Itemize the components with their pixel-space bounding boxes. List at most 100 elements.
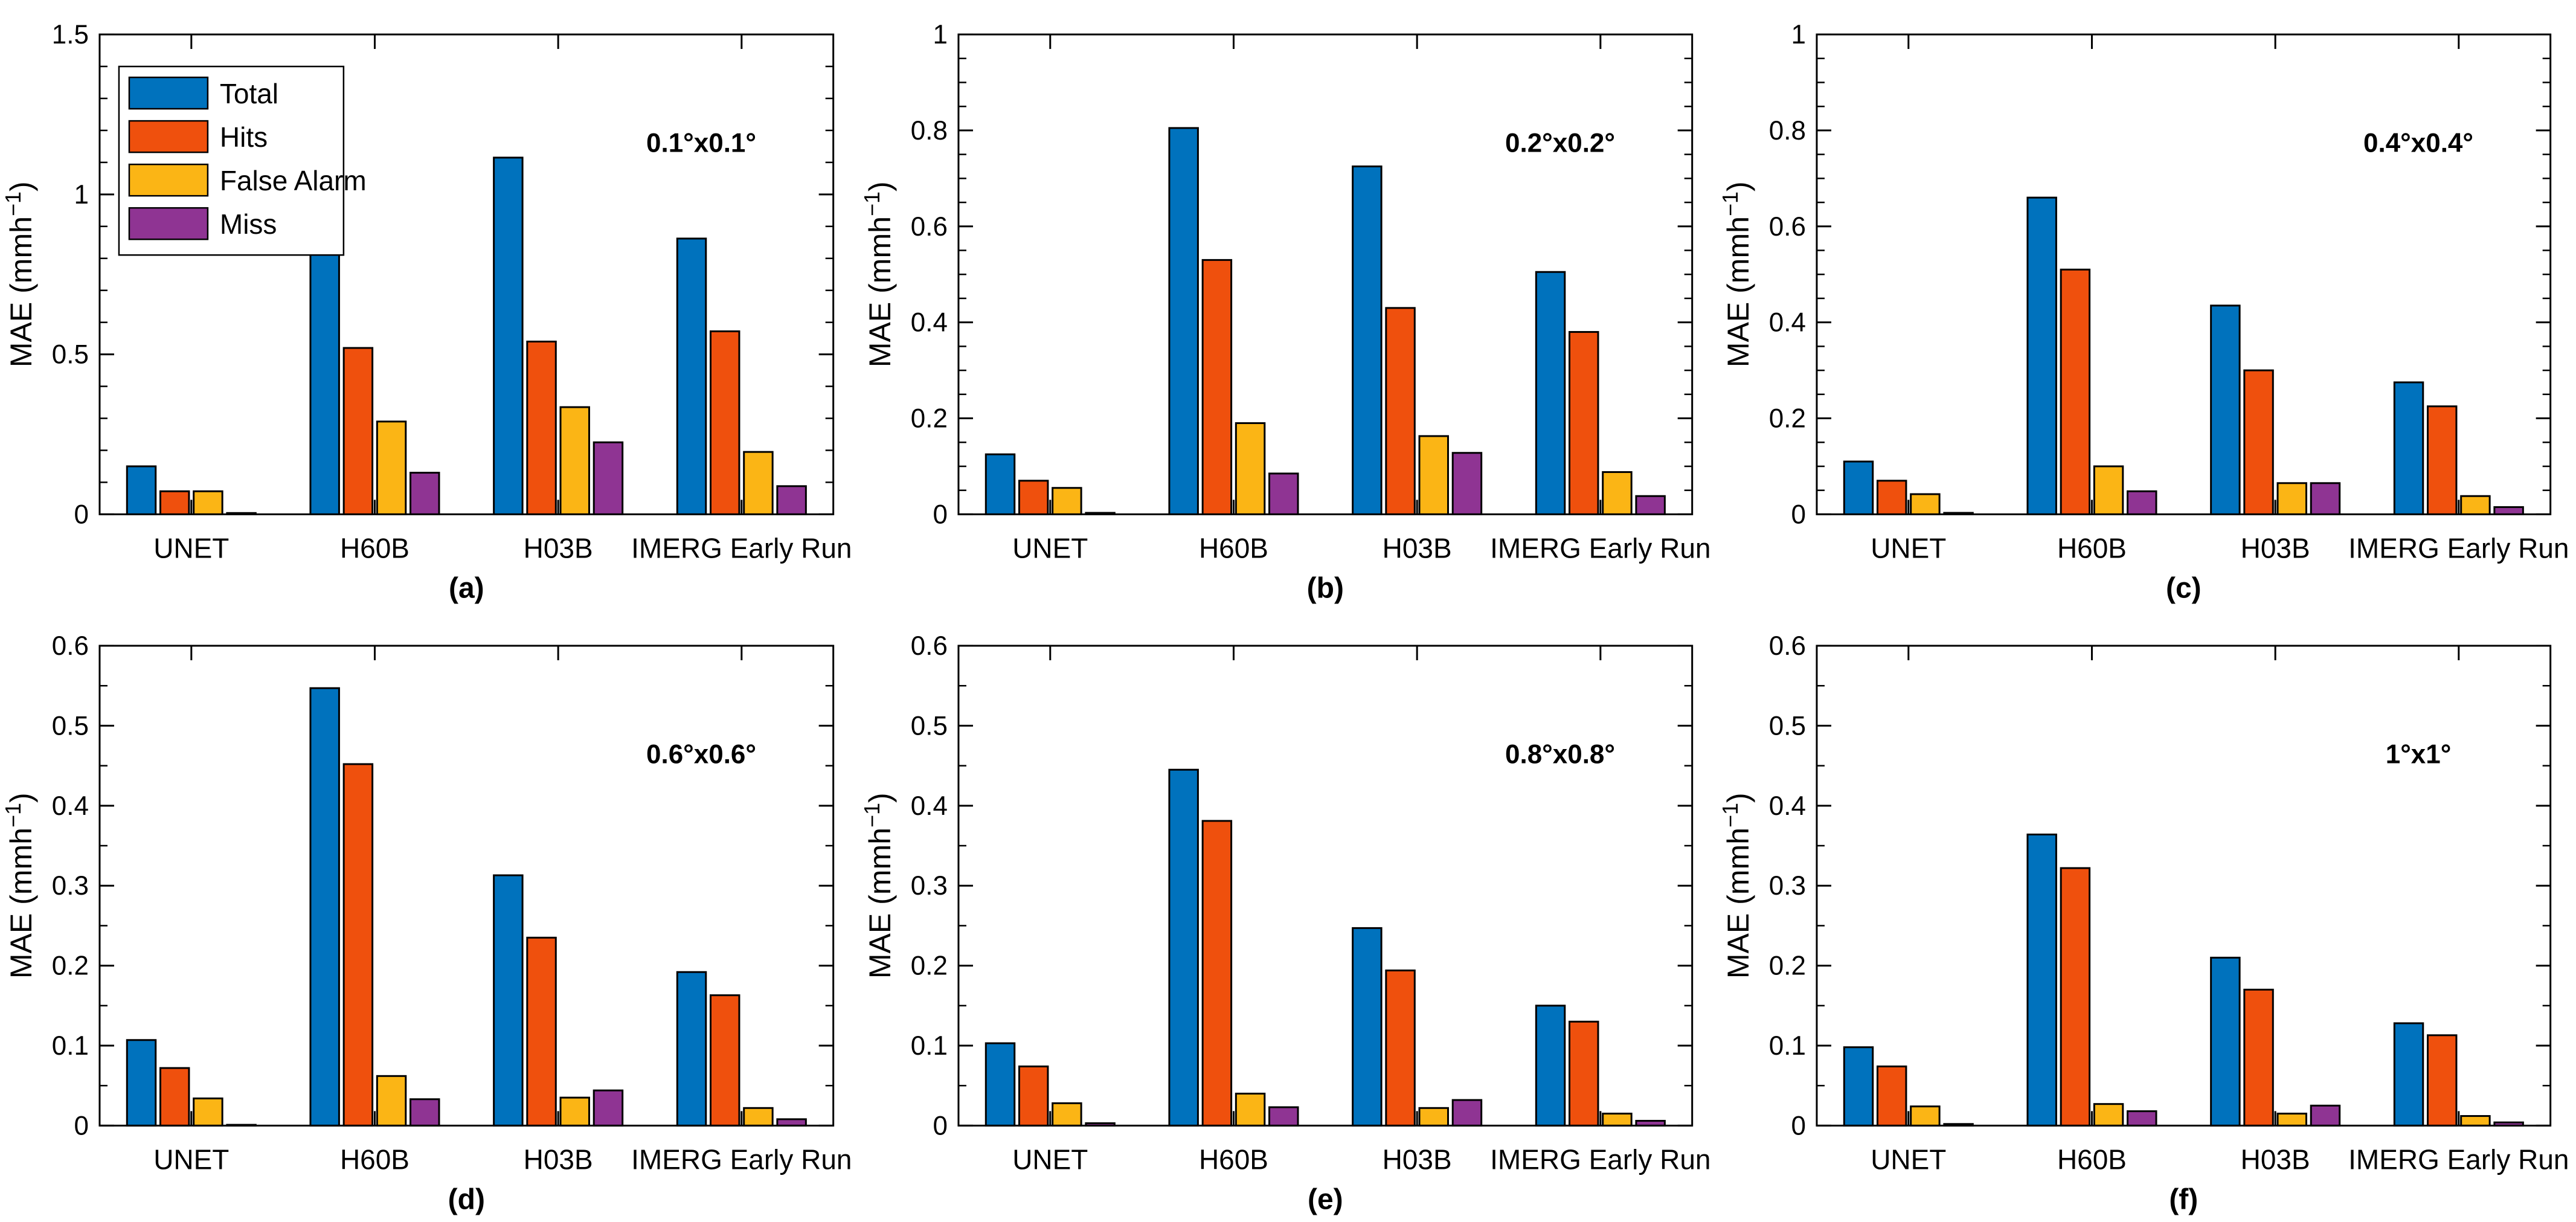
x-tick-label: IMERG Early Run <box>1490 532 1710 564</box>
bar-false-alarm-h03b <box>559 1096 590 1127</box>
bar-hits-h60b <box>1201 819 1232 1127</box>
x-tick-label: H60B <box>2057 1143 2127 1175</box>
y-tick-label: 0 <box>933 1111 947 1140</box>
legend-swatch-hits <box>128 120 209 153</box>
legend-swatch-miss <box>128 207 209 240</box>
y-tick-label: 0.1 <box>910 1031 947 1061</box>
y-tick-label: 0.5 <box>52 340 89 370</box>
bar-hits-unet <box>1877 480 1907 515</box>
bar-hits-h60b <box>342 347 374 515</box>
y-tick-label: 0.2 <box>1769 951 1806 980</box>
panel-d: 0 0.1 0.2 0.3 0.4 0.5 0.6 UNET H60B H03B IMERG Ear… <box>0 611 859 1222</box>
y-tick-label: 0 <box>74 1111 88 1140</box>
bar-total-h03b <box>2210 304 2241 515</box>
axes-box <box>957 33 1693 515</box>
y-tick-label: 0.1 <box>52 1031 89 1061</box>
y-tick-label: 1 <box>74 180 88 210</box>
bar-total-h03b <box>1351 927 1383 1127</box>
x-tick-label: H60B <box>2057 532 2127 564</box>
bar-miss-h03b <box>1451 1099 1482 1127</box>
resolution-annotation: 0.4°x0.4° <box>2363 129 2473 158</box>
bar-miss-imerg-early-run <box>1635 495 1666 515</box>
bar-hits-unet <box>159 490 190 515</box>
bar-total-h60b <box>2026 196 2058 515</box>
bar-total-imerg-early-run <box>676 237 707 515</box>
y-axis-label: MAE (mmh−1) <box>1718 793 1755 979</box>
panel-background <box>1717 0 2576 611</box>
y-tick-label: 0.4 <box>1769 308 1806 338</box>
bar-false-alarm-unet <box>193 490 223 515</box>
bar-total-h03b <box>493 874 524 1127</box>
chart-a: 0 0.5 1 1.5 UNET H60B H03B IMERG Early Run MAE (… <box>0 0 859 611</box>
panel-letter: (c) <box>2166 572 2202 604</box>
legend-label: Hits <box>220 121 268 153</box>
x-tick-label: UNET <box>153 1143 229 1175</box>
bar-miss-imerg-early-run <box>776 1117 807 1127</box>
y-tick-label: 0.8 <box>1769 116 1806 146</box>
legend-swatch-false-alarm <box>128 163 209 197</box>
bar-false-alarm-h60b <box>376 420 407 515</box>
panel-background <box>858 611 1718 1222</box>
y-tick-label: 0.5 <box>1769 711 1806 741</box>
y-tick-label: 0.2 <box>910 951 947 980</box>
bar-miss-imerg-early-run <box>776 485 807 515</box>
bar-false-alarm-h03b <box>1418 435 1449 515</box>
chart-e: 0 0.1 0.2 0.3 0.4 0.5 0.6 UNET H60B H03B IMERG Ear… <box>858 611 1718 1222</box>
y-tick-label: 0.4 <box>910 791 947 820</box>
x-tick-label: H03B <box>2241 532 2310 564</box>
bar-hits-unet <box>1877 1065 1907 1127</box>
bar-false-alarm-imerg-early-run <box>1601 471 1633 515</box>
bar-hits-imerg-early-run <box>2427 1034 2458 1127</box>
bar-false-alarm-h60b <box>2093 465 2124 515</box>
y-tick-label: 0 <box>933 500 947 529</box>
y-tick-label: 0.4 <box>52 791 89 820</box>
bar-false-alarm-h60b <box>1235 422 1265 515</box>
panel-e: 0 0.1 0.2 0.3 0.4 0.5 0.6 UNET H60B H03B IMERG Ear… <box>858 611 1718 1222</box>
bar-false-alarm-unet <box>1910 493 1941 515</box>
bar-false-alarm-unet <box>1910 1105 1941 1127</box>
x-tick-label: H03B <box>524 532 593 564</box>
bar-hits-h03b <box>2243 369 2275 515</box>
bar-false-alarm-imerg-early-run <box>1601 1112 1633 1127</box>
bar-miss-h60b <box>410 472 440 515</box>
x-tick-label: IMERG Early Run <box>1490 1143 1710 1175</box>
x-tick-label: H03B <box>524 1143 593 1175</box>
panel-b: 0 0.2 0.4 0.6 0.8 1 UNET H60B H03B IMERG Early Ru… <box>858 0 1718 611</box>
panel-a: 0 0.5 1 1.5 UNET H60B H03B IMERG Early Run MAE (… <box>0 0 859 611</box>
y-tick-label: 0.6 <box>1769 212 1806 242</box>
x-tick-label: H03B <box>1382 532 1451 564</box>
bar-hits-h60b <box>342 762 374 1127</box>
panel-background <box>1717 611 2576 1222</box>
bar-hits-imerg-early-run <box>709 994 740 1127</box>
y-axis-label: MAE (mmh−1) <box>859 181 897 367</box>
bar-hits-h03b <box>1384 969 1416 1127</box>
x-tick-label: H60B <box>1199 1143 1268 1175</box>
chart-f: 0 0.1 0.2 0.3 0.4 0.5 0.6 UNET H60B H03B IMERG Ear… <box>1717 611 2576 1222</box>
bar-miss-h03b <box>593 1089 624 1127</box>
legend-label: False Alarm <box>220 165 367 196</box>
panel-c: 0 0.2 0.4 0.6 0.8 1 UNET H60B H03B IMERG Early Ru… <box>1717 0 2576 611</box>
x-tick-label: IMERG Early Run <box>2348 1143 2569 1175</box>
y-tick-label: 1 <box>1791 20 1806 50</box>
y-tick-label: 0.1 <box>1769 1031 1806 1061</box>
bar-false-alarm-h03b <box>1418 1107 1449 1127</box>
bar-false-alarm-unet <box>193 1097 223 1127</box>
x-tick-label: IMERG Early Run <box>631 1143 852 1175</box>
bar-hits-imerg-early-run <box>709 330 740 515</box>
bar-miss-h60b <box>1268 472 1299 515</box>
bar-false-alarm-unet <box>1051 487 1082 515</box>
panel-letter: (e) <box>1308 1183 1343 1215</box>
bar-hits-h60b <box>1201 259 1232 515</box>
x-tick-label: H60B <box>340 1143 410 1175</box>
y-tick-label: 0.5 <box>910 711 947 741</box>
bar-total-h60b <box>309 211 340 515</box>
bar-false-alarm-h03b <box>2276 1112 2308 1127</box>
y-tick-label: 0 <box>1791 1111 1806 1140</box>
bar-false-alarm-h60b <box>2093 1102 2124 1127</box>
y-axis-label: MAE (mmh−1) <box>1 793 38 979</box>
x-tick-label: UNET <box>153 532 229 564</box>
bar-false-alarm-imerg-early-run <box>2460 495 2491 515</box>
resolution-annotation: 0.1°x0.1° <box>646 129 756 158</box>
y-tick-label: 0.8 <box>910 116 947 146</box>
